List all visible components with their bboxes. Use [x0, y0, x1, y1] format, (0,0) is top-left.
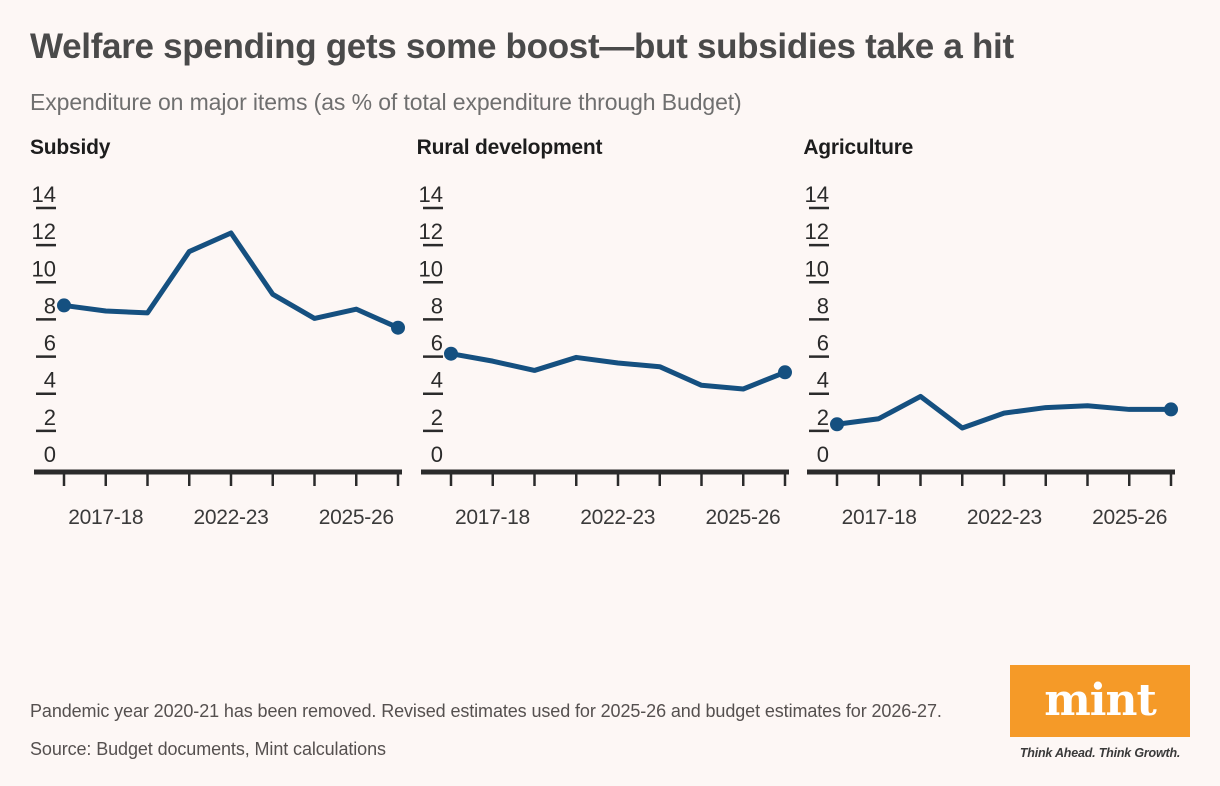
- data-point-marker: [443, 347, 458, 362]
- mint-logo-tagline: Think Ahead. Think Growth.: [1019, 746, 1181, 760]
- plot-area-rural-development: 14 12 10 8 6 4 2 0: [417, 172, 792, 502]
- data-point-marker: [777, 365, 792, 380]
- y-axis-tick-label: 10: [805, 257, 829, 282]
- footer-notes: Pandemic year 2020-21 has been removed. …: [30, 699, 942, 760]
- data-point-marker: [1164, 402, 1179, 417]
- data-series-line: [448, 351, 788, 392]
- page-title: Welfare spending gets some boost—but sub…: [30, 27, 1014, 66]
- y-axis-tick-label: 14: [418, 182, 442, 207]
- y-axis-tick-label: 12: [805, 219, 829, 244]
- y-axis-tick-label: 6: [817, 331, 829, 356]
- data-point-marker: [830, 417, 845, 432]
- y-axis-tick-label: 0: [430, 442, 442, 467]
- x-axis-label: 2022-23: [580, 506, 656, 530]
- data-point-marker: [391, 321, 405, 336]
- x-axis-label: 2025-26: [705, 506, 781, 530]
- y-axis-tick-label: 2: [44, 405, 56, 430]
- y-axis-tick-label: 2: [430, 405, 442, 430]
- x-axis-labels-rural-development: 2017-18 2022-23 2025-26: [417, 502, 792, 542]
- y-axis-tick-label: 4: [817, 368, 829, 393]
- data-series-line: [834, 394, 1174, 431]
- data-point-marker: [57, 298, 71, 313]
- x-axis-label: 2017-18: [454, 506, 530, 530]
- panel-title-subsidy: Subsidy: [30, 136, 111, 160]
- y-axis-tick-label: 6: [44, 331, 56, 356]
- y-axis-tick-label: 0: [44, 442, 56, 467]
- x-axis-label: 2022-23: [966, 506, 1042, 530]
- line-chart-agriculture: 14 12 10 8 6 4 2 0: [805, 182, 1179, 487]
- line-chart-subsidy: 14 12 10 8 6 4 2 0: [32, 182, 405, 487]
- footer: Pandemic year 2020-21 has been removed. …: [30, 665, 1190, 760]
- y-axis-tick-label: 8: [817, 294, 829, 319]
- plot-area-subsidy: 14 12 10 8 6 4 2 0: [30, 172, 405, 502]
- y-axis-tick-label: 14: [805, 182, 829, 207]
- x-axis-label: 2017-18: [841, 506, 917, 530]
- y-axis-tick-label: 6: [430, 331, 442, 356]
- x-axis-label: 2025-26: [1092, 506, 1168, 530]
- y-axis-tick-label: 14: [32, 182, 56, 207]
- x-axis-label: 2017-18: [68, 506, 144, 530]
- chart-panel-rural-development: Rural development 14 12 10 8 6 4 2 0 2017-18 202…: [417, 136, 804, 542]
- y-axis-tick-label: 12: [418, 219, 442, 244]
- y-axis-tick-label: 2: [817, 405, 829, 430]
- panel-title-agriculture: Agriculture: [803, 136, 914, 160]
- x-axis-label: 2025-26: [318, 506, 394, 530]
- chart-panel-subsidy: Subsidy 14 12 10 8 6 4 2 0 2017-18 2022-23 2025-2…: [30, 136, 417, 542]
- chart-panel-agriculture: Agriculture 14 12 10 8 6 4 2 0 2017-18 2022-23 20…: [803, 136, 1190, 542]
- y-axis-tick-label: 10: [418, 257, 442, 282]
- page-subtitle: Expenditure on major items (as % of tota…: [30, 89, 742, 116]
- mint-logo-box: mint: [1010, 665, 1190, 737]
- mint-logo-wordmark: mint: [1044, 675, 1157, 726]
- data-series-line: [61, 230, 401, 331]
- y-axis-tick-label: 4: [44, 368, 56, 393]
- mint-logo: mint Think Ahead. Think Growth.: [1010, 665, 1190, 760]
- x-axis-labels-agriculture: 2017-18 2022-23 2025-26: [803, 502, 1178, 542]
- line-chart-rural-development: 14 12 10 8 6 4 2 0: [418, 182, 792, 487]
- panel-title-rural-development: Rural development: [416, 136, 603, 160]
- y-axis-tick-label: 4: [430, 368, 442, 393]
- y-axis-tick-label: 10: [32, 257, 56, 282]
- plot-area-agriculture: 14 12 10 8 6 4 2 0: [803, 172, 1179, 502]
- x-axis-labels-subsidy: 2017-18 2022-23 2025-26: [30, 502, 405, 542]
- y-axis-tick-label: 8: [44, 294, 56, 319]
- chart-panels: Subsidy 14 12 10 8 6 4 2 0 2017-18 2022-23 2025-2…: [30, 136, 1190, 542]
- source-line: Source: Budget documents, Mint calculati…: [30, 739, 386, 759]
- y-axis-tick-label: 0: [817, 442, 829, 467]
- y-axis-tick-label: 8: [430, 294, 442, 319]
- y-axis-tick-label: 12: [32, 219, 56, 244]
- footnote: Pandemic year 2020-21 has been removed. …: [30, 700, 942, 721]
- x-axis-label: 2022-23: [193, 506, 269, 530]
